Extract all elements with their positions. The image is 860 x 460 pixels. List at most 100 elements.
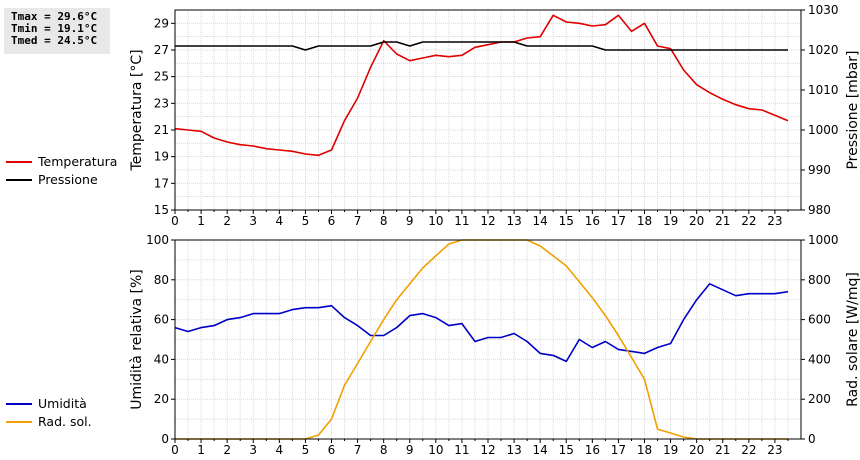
bottom-x-tick-label: 23 [767,443,782,457]
top-y-tick-label: 21 [154,123,169,137]
bottom-x-tick-label: 18 [637,443,652,457]
bottom-y-right-tick-label: 800 [808,273,831,287]
top-y-axis-label: Temperatura [°C] [129,49,145,171]
legend-label-humidity: Umidità [38,396,87,411]
bottom-x-tick-label: 14 [533,443,548,457]
legend-item-radiation: Rad. sol. [6,413,92,431]
top-x-tick-label: 22 [741,214,756,228]
bottom-x-tick-label: 3 [249,443,257,457]
bottom-series-left [174,282,789,363]
bottom-x-tick-label: 13 [506,443,521,457]
top-y-tick-label: 27 [154,43,169,57]
top-x-tick-label: 5 [302,214,310,228]
top-y-right-tick-label: 1030 [808,3,839,17]
bottom-x-tick-label: 15 [559,443,574,457]
top-x-tick-label: 11 [454,214,469,228]
bottom-x-tick-label: 11 [454,443,469,457]
top-x-tick-label: 8 [380,214,388,228]
top-x-tick-label: 10 [428,214,443,228]
bottom-x-tick-label: 2 [223,443,231,457]
legend-top: Temperatura Pressione [6,153,117,189]
bottom-y-tick-label: 0 [161,432,169,446]
top-x-tick-label: 14 [533,214,548,228]
bottom-x-tick-label: 9 [406,443,414,457]
top-y-right-tick-label: 980 [808,203,831,217]
bottom-x-tick-label: 5 [302,443,310,457]
bottom-y-right-tick-label: 1000 [808,233,839,247]
bottom-y-tick-label: 40 [154,352,169,366]
top-y-tick-label: 25 [154,70,169,84]
top-x-tick-label: 2 [223,214,231,228]
top-x-tick-label: 16 [585,214,600,228]
legend-label-radiation: Rad. sol. [38,414,92,429]
legend-swatch-humidity [6,403,32,405]
legend-swatch-radiation [6,421,32,423]
bottom-x-tick-label: 20 [689,443,704,457]
legend-label-temperature: Temperatura [38,154,118,169]
legend-swatch-temperature [6,161,32,163]
bottom-x-tick-label: 1 [197,443,205,457]
top-y-tick-label: 29 [154,16,169,30]
top-x-tick-label: 18 [637,214,652,228]
top-x-tick-label: 15 [559,214,574,228]
top-x-tick-label: 23 [767,214,782,228]
top-x-tick-label: 0 [171,214,179,228]
bottom-y-right-tick-label: 400 [808,352,831,366]
bottom-y-right-tick-label: 200 [808,392,831,406]
bottom-y-axis-label: Umidità relativa [%] [129,269,145,410]
top-y-right-tick-label: 1020 [808,43,839,57]
bottom-x-tick-label: 6 [328,443,336,457]
top-y-tick-label: 15 [154,203,169,217]
top-x-tick-label: 1 [197,214,205,228]
legend-item-humidity: Umidità [6,395,92,413]
bottom-y-tick-label: 60 [154,313,169,327]
bottom-x-tick-label: 21 [715,443,730,457]
bottom-x-tick-label: 17 [611,443,626,457]
top-x-tick-label: 19 [663,214,678,228]
top-x-tick-label: 7 [354,214,362,228]
bottom-y-axis-right-label: Rad. solare [W/mq] [845,272,860,407]
bottom-x-tick-label: 0 [171,443,179,457]
top-series-right [175,41,788,51]
top-y-axis-right-label: Pressione [mbar] [845,50,860,169]
bottom-x-tick-label: 8 [380,443,388,457]
bottom-x-tick-label: 10 [428,443,443,457]
top-x-tick-label: 6 [328,214,336,228]
bottom-y-tick-label: 20 [154,392,169,406]
top-x-tick-label: 12 [480,214,495,228]
top-x-tick-label: 9 [406,214,414,228]
bottom-x-tick-label: 4 [276,443,284,457]
stats-box: Tmax = 29.6°C Tmin = 19.1°C Tmed = 24.5°… [4,8,110,54]
tmin-text: Tmin = 19.1°C [11,22,98,35]
tmed-text: Tmed = 24.5°C [11,34,98,47]
chart-temperature-pressure: 0 1 2 3 4 5 6 7 8 9 10 11 12 13 14 15 16 17 18 19 20 21 22 2315… [129,3,860,228]
bottom-y-tick-label: 100 [146,233,169,247]
legend-label-pressure: Pressione [38,172,98,187]
top-y-right-tick-label: 1010 [808,83,839,97]
tmax-text: Tmax = 29.6°C [11,10,98,23]
bottom-x-tick-label: 12 [480,443,495,457]
bottom-x-tick-label: 7 [354,443,362,457]
top-x-tick-label: 21 [715,214,730,228]
top-x-tick-label: 20 [689,214,704,228]
top-y-tick-label: 23 [154,96,169,110]
bottom-y-right-tick-label: 600 [808,313,831,327]
bottom-x-tick-label: 22 [741,443,756,457]
legend-item-temperature: Temperatura [6,153,117,171]
top-x-tick-label: 13 [506,214,521,228]
bottom-y-tick-label: 80 [154,273,169,287]
bottom-y-right-tick-label: 0 [808,432,816,446]
legend-item-pressure: Pressione [6,171,117,189]
top-series-left [174,14,789,157]
top-y-tick-label: 19 [154,150,169,164]
top-y-right-tick-label: 1000 [808,123,839,137]
top-y-right-tick-label: 990 [808,163,831,177]
bottom-x-tick-label: 19 [663,443,678,457]
top-y-tick-label: 17 [154,176,169,190]
legend-swatch-pressure [6,179,32,181]
top-x-tick-label: 3 [249,214,257,228]
bottom-x-tick-label: 16 [585,443,600,457]
top-x-tick-label: 17 [611,214,626,228]
top-x-tick-label: 4 [276,214,284,228]
